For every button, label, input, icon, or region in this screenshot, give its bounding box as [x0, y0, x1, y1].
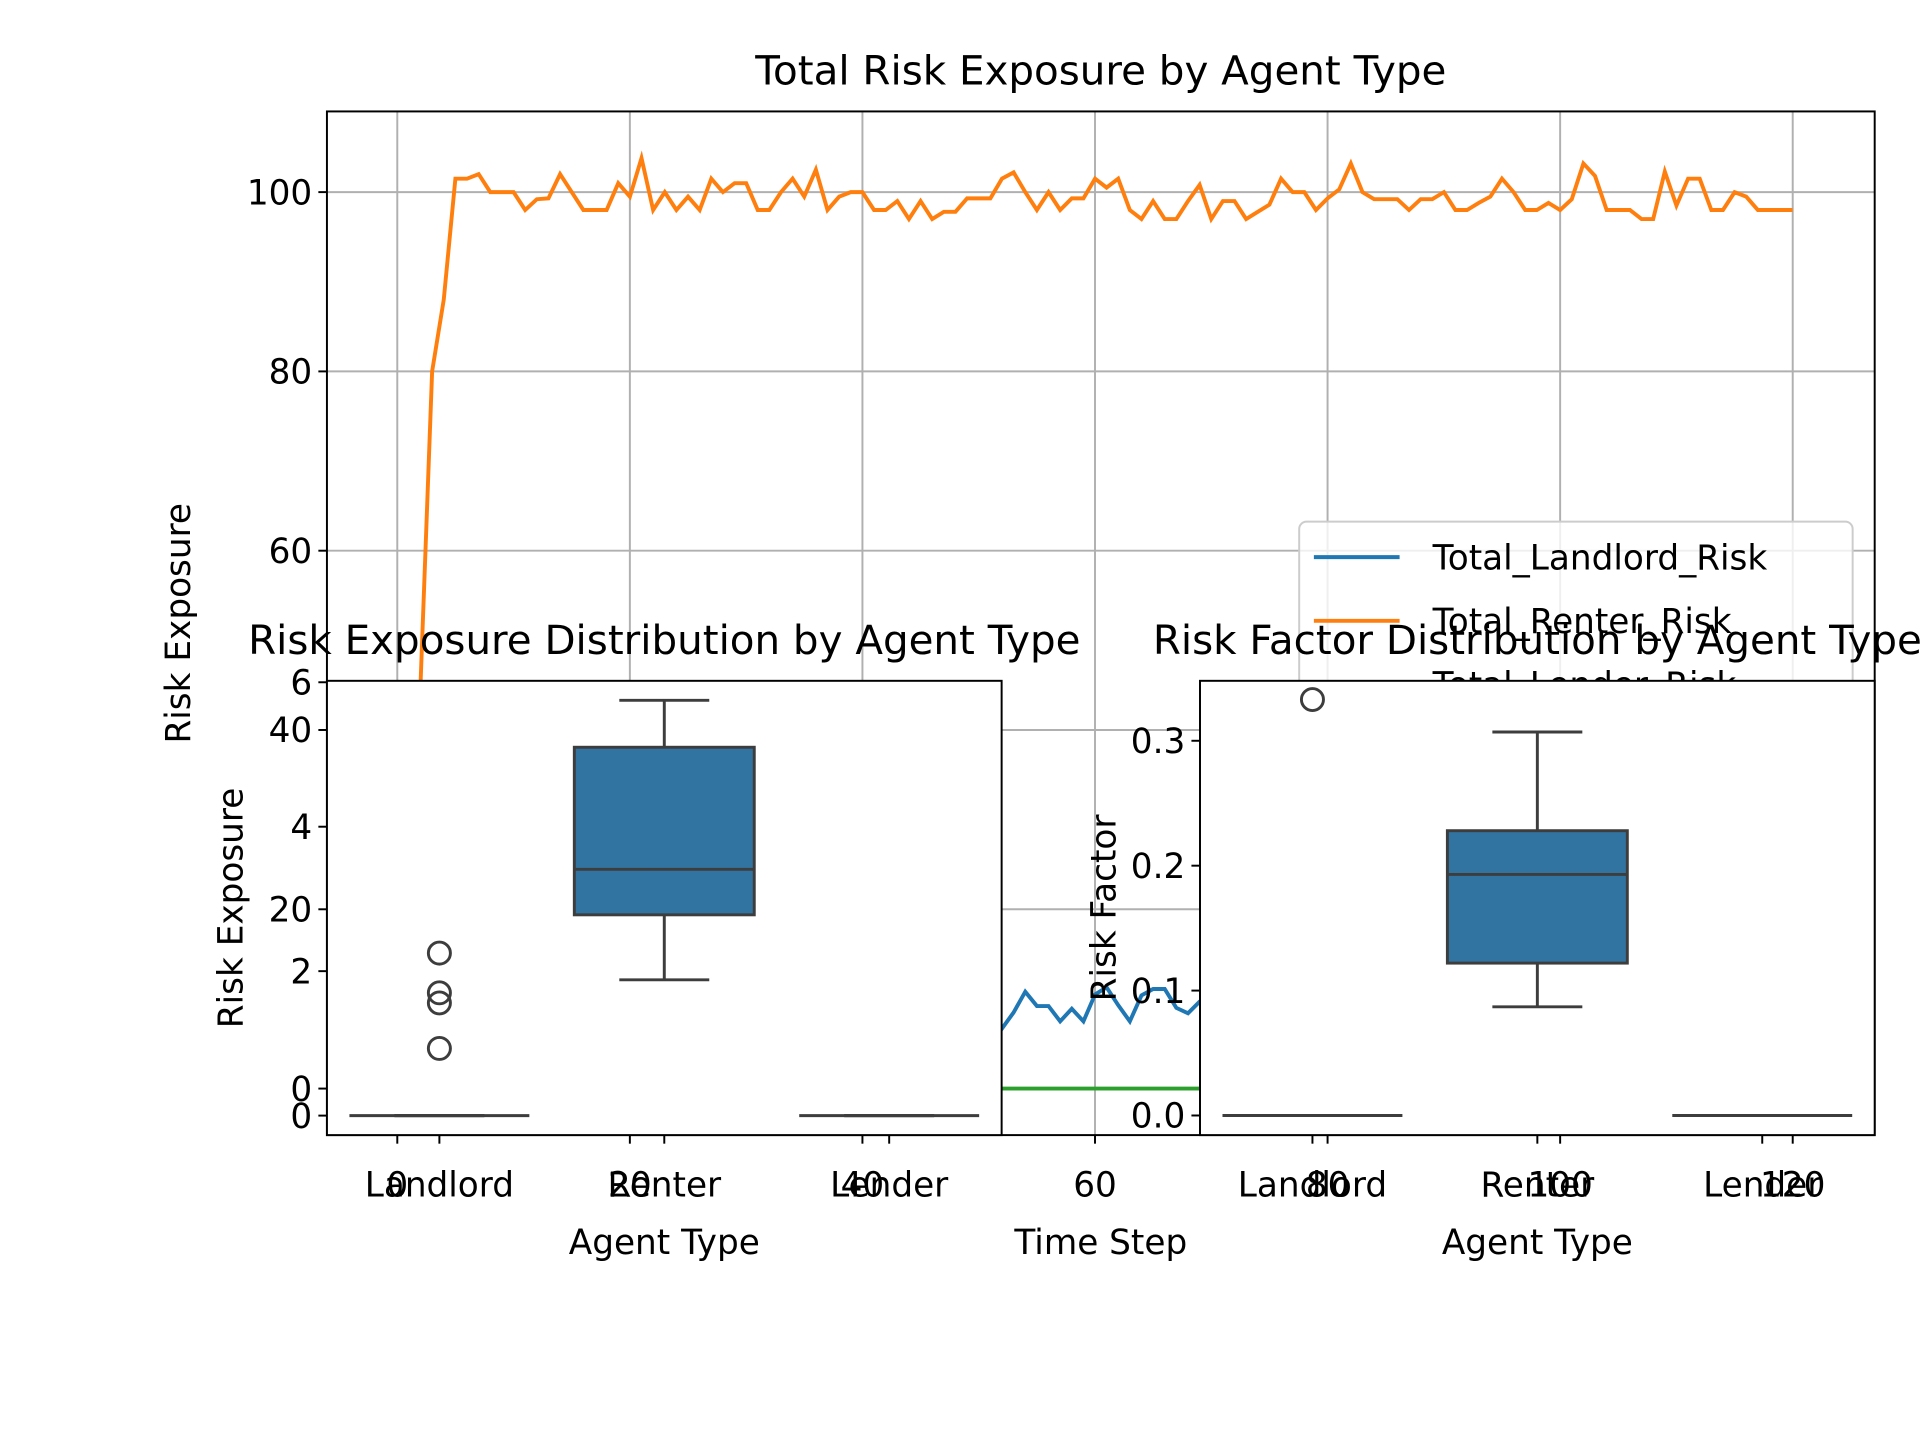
x-tick-label: 120 [1760, 1165, 1825, 1205]
box [1445, 829, 1629, 965]
x-tick-label: 20 [608, 1165, 652, 1205]
y-tick-label: 0.2 [1131, 847, 1186, 887]
x-tick-label: 80 [1306, 1165, 1350, 1205]
x-axis-label: Agent Type [569, 1223, 760, 1263]
x-tick-label: 0 [386, 1165, 408, 1205]
y-axis-label: Risk Exposure [159, 503, 199, 744]
x-tick-label: 60 [1073, 1165, 1117, 1205]
y-tick-label: 0 [290, 1070, 312, 1110]
x-axis-label: Time Step [1013, 1223, 1187, 1263]
y-axis-label: Risk Exposure [211, 788, 251, 1029]
outlier [426, 1035, 452, 1061]
x-tick-label: Renter [607, 1165, 722, 1205]
y-tick-label: 6 [290, 664, 312, 704]
y-tick-label: 0.3 [1131, 722, 1186, 762]
outlier [426, 980, 452, 1006]
series-line [395, 150, 1793, 1089]
x-tick-label: Landlord [1238, 1165, 1387, 1205]
outlier [426, 940, 452, 966]
legend-label: Total_Renter_Risk [1432, 602, 1732, 642]
x-tick-label: Lender [830, 1165, 949, 1205]
x-tick-label: 100 [1527, 1165, 1592, 1205]
y-tick-label: 0.0 [1131, 1097, 1186, 1137]
axes-frame [1199, 679, 1876, 1137]
y-tick-label: 2 [290, 952, 312, 992]
x-tick-label: Renter [1481, 1165, 1596, 1205]
axes-frame [325, 110, 1876, 1137]
legend-label: Total_Landlord_Risk [1432, 538, 1768, 578]
chart-title: Total Risk Exposure by Agent Type [754, 46, 1446, 94]
x-tick-label: 40 [841, 1165, 885, 1205]
outlier [1299, 687, 1325, 713]
y-tick-label: 0.1 [1131, 972, 1186, 1012]
x-tick-label: Landlord [365, 1165, 514, 1205]
y-tick-label: 40 [269, 711, 313, 751]
chart-title: Risk Factor Distribution by Agent Type [1153, 616, 1920, 664]
y-tick-label: 4 [290, 808, 312, 848]
outlier [426, 990, 452, 1016]
y-tick-label: 100 [247, 173, 312, 213]
y-tick-label: 20 [269, 891, 313, 931]
y-tick-label: 60 [269, 532, 313, 572]
x-axis-label: Agent Type [1442, 1223, 1633, 1263]
axes-frame [325, 679, 1003, 1137]
y-axis-label: Risk Factor [1085, 814, 1125, 1002]
y-tick-label: 0 [290, 1097, 312, 1137]
chart-title: Risk Exposure Distribution by Agent Type [248, 616, 1080, 664]
y-tick-label: 80 [269, 353, 313, 393]
x-tick-label: Lender [1703, 1165, 1822, 1205]
box [572, 745, 756, 917]
